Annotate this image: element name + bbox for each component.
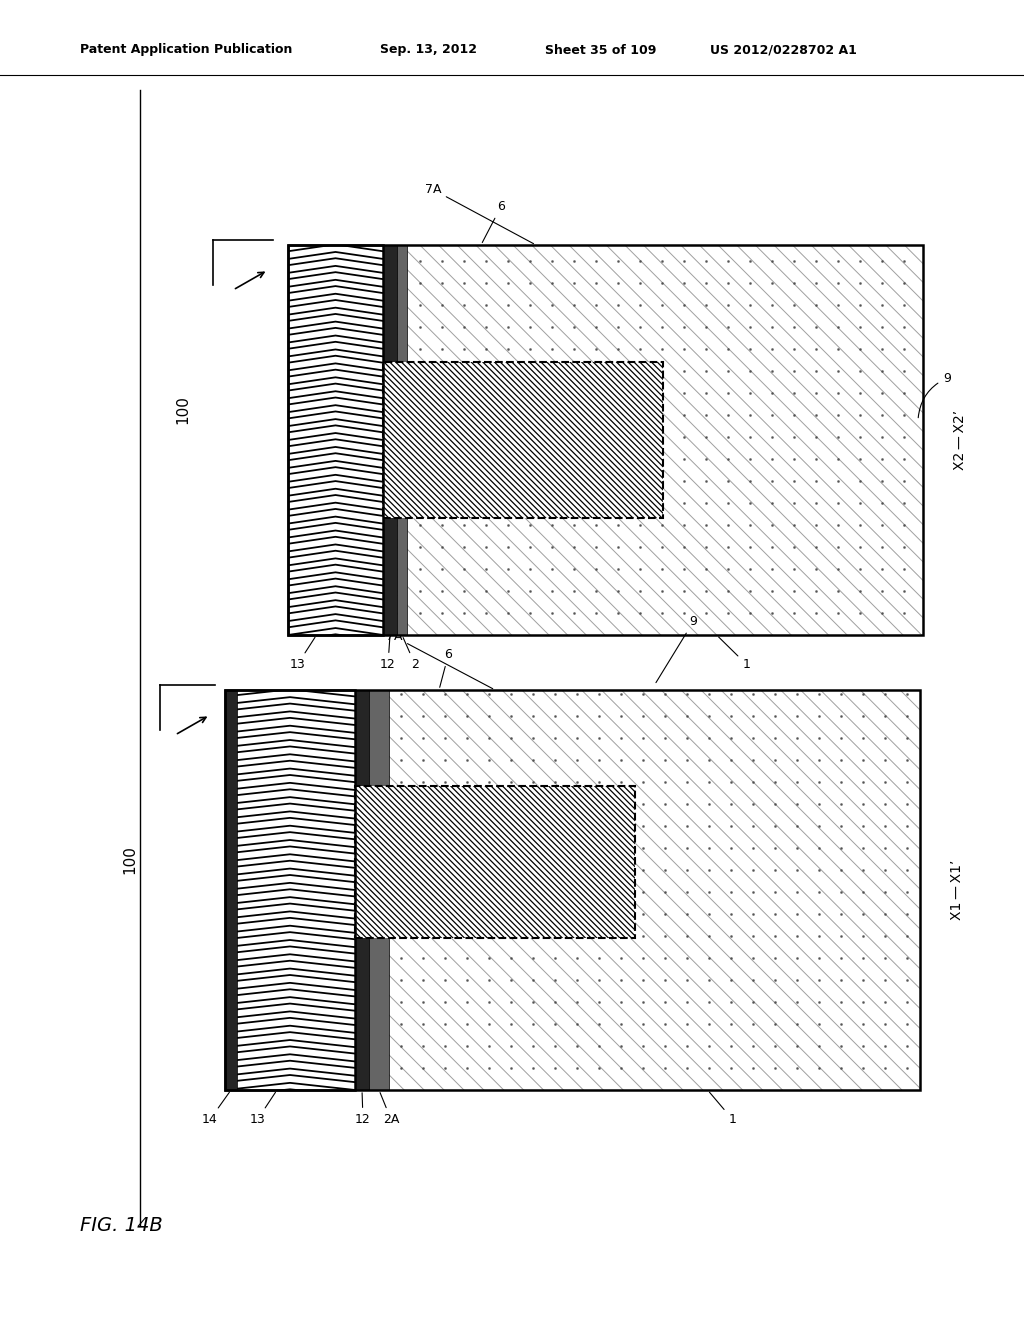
Text: 13: 13 [250,1093,275,1126]
Text: Sep. 13, 2012: Sep. 13, 2012 [380,44,477,57]
Text: 12: 12 [355,1093,371,1126]
Bar [225,690,355,1090]
Text: Sheet 35 of 109: Sheet 35 of 109 [545,44,656,57]
Bar [383,362,663,517]
Bar [225,690,237,1090]
Text: 6: 6 [482,201,505,243]
Text: 100: 100 [123,846,137,874]
Text: 100: 100 [175,396,190,425]
Text: 1: 1 [719,638,751,671]
Text: 2A: 2A [380,1093,399,1126]
Bar [355,785,635,939]
Bar [383,362,663,517]
Bar [288,246,923,635]
Text: 7A: 7A [425,183,534,244]
Bar [369,690,389,1090]
Bar [383,362,663,517]
Bar [389,690,920,1090]
Text: 7A: 7A [386,630,493,689]
Bar [397,246,407,635]
Bar [288,246,923,635]
Bar [407,246,923,635]
Bar [355,785,635,939]
Text: 12: 12 [380,638,396,671]
Bar [383,246,397,635]
Bar [288,246,383,635]
Text: 6: 6 [439,648,453,688]
Bar [225,690,920,1090]
Text: 14: 14 [202,1092,229,1126]
Bar [288,246,923,635]
Bar [225,690,920,1090]
Bar [225,690,920,1090]
Bar [225,690,355,1090]
Text: 9: 9 [919,371,951,417]
Bar [288,246,923,635]
Text: Patent Application Publication: Patent Application Publication [80,44,293,57]
Text: X2 — X2’: X2 — X2’ [953,411,967,470]
Text: FIG. 14B: FIG. 14B [80,1216,163,1236]
Bar [288,246,383,635]
Text: 1: 1 [710,1092,736,1126]
Text: 9: 9 [656,615,697,682]
Bar [288,246,383,635]
Bar [225,690,355,1090]
Text: X1 — X1’: X1 — X1’ [950,859,964,920]
Text: 2: 2 [403,638,419,671]
Bar [225,690,920,1090]
Text: 13: 13 [290,638,315,671]
Bar [355,690,369,1090]
Bar [355,785,635,939]
Text: US 2012/0228702 A1: US 2012/0228702 A1 [710,44,857,57]
